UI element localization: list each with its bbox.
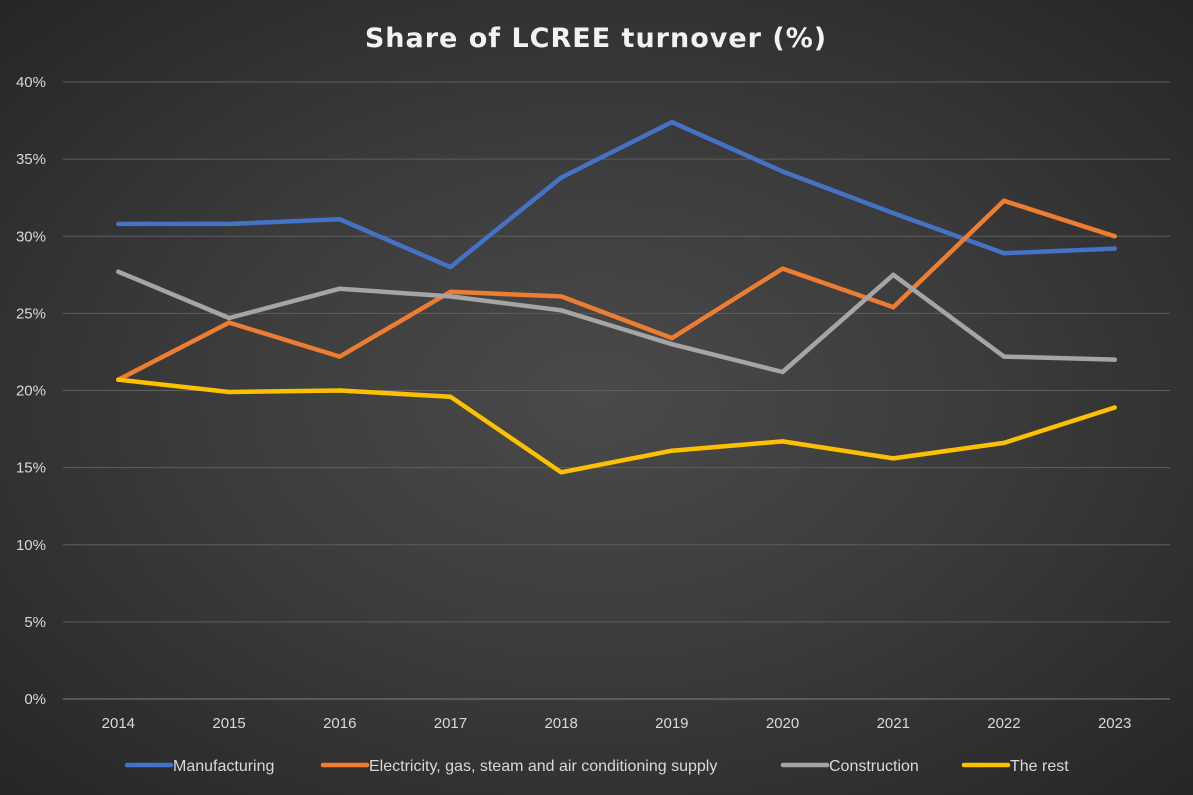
data-point xyxy=(891,272,896,278)
y-tick-label: 20% xyxy=(16,383,46,400)
series-line xyxy=(116,377,1117,475)
data-point xyxy=(337,354,342,359)
data-point xyxy=(1001,198,1007,203)
data-point xyxy=(337,388,342,393)
x-tick-label: 2018 xyxy=(544,715,577,732)
data-point xyxy=(669,448,675,453)
data-point xyxy=(448,394,453,399)
x-tick-label: 2017 xyxy=(434,715,467,732)
data-point xyxy=(780,169,785,174)
data-point xyxy=(1001,251,1007,256)
data-point xyxy=(891,210,896,216)
y-axis: 0% 5% 10% 15% 20% 25% 30% 35% 40% xyxy=(16,74,46,708)
y-tick-label: 25% xyxy=(16,305,46,322)
data-point xyxy=(1001,354,1007,359)
data-point xyxy=(448,264,453,270)
series-lines xyxy=(116,119,1117,475)
data-point xyxy=(226,389,232,395)
data-point xyxy=(116,377,121,382)
x-tick-label: 2019 xyxy=(655,715,688,732)
data-point xyxy=(780,266,785,271)
data-point xyxy=(1112,246,1117,251)
data-point xyxy=(448,289,453,294)
data-point xyxy=(1112,234,1117,239)
y-tick-label: 40% xyxy=(16,74,46,91)
x-axis: 2014 2015 2016 2017 2018 2019 2020 2021 2022 2023 xyxy=(102,715,1132,732)
data-point xyxy=(337,217,342,222)
data-point xyxy=(669,342,675,347)
legend-label: Manufacturing xyxy=(173,758,274,775)
chart-title: Share of LCREE turnover (%) xyxy=(365,23,827,54)
data-point xyxy=(558,175,564,180)
x-tick-label: 2016 xyxy=(323,715,356,732)
legend: Manufacturing Electricity, gas, steam and… xyxy=(124,758,1069,775)
x-tick-label: 2015 xyxy=(212,715,245,732)
y-tick-label: 35% xyxy=(16,151,46,168)
data-point xyxy=(448,294,453,299)
data-point xyxy=(780,369,785,375)
y-tick-label: 30% xyxy=(16,228,46,245)
data-point xyxy=(558,470,564,475)
legend-label: Construction xyxy=(829,758,919,775)
data-point xyxy=(226,320,232,325)
data-point xyxy=(891,456,896,461)
data-point xyxy=(226,315,232,321)
x-tick-label: 2014 xyxy=(102,715,135,732)
data-point xyxy=(116,269,121,274)
data-point xyxy=(1112,357,1117,362)
data-point xyxy=(337,286,342,291)
data-point xyxy=(558,294,564,299)
y-tick-label: 0% xyxy=(24,691,46,708)
data-point xyxy=(226,221,232,227)
data-point xyxy=(1112,405,1117,410)
x-tick-label: 2020 xyxy=(766,715,799,732)
y-tick-label: 5% xyxy=(24,614,46,631)
data-point xyxy=(1001,440,1007,446)
data-point xyxy=(558,308,564,313)
x-tick-label: 2021 xyxy=(877,715,910,732)
x-tick-label: 2023 xyxy=(1098,715,1131,732)
data-point xyxy=(780,439,785,444)
series-line xyxy=(116,198,1117,382)
data-point xyxy=(669,119,675,125)
data-point xyxy=(116,221,121,227)
legend-label: The rest xyxy=(1010,758,1069,775)
legend-label: Electricity, gas, steam and air conditio… xyxy=(369,758,717,775)
x-tick-label: 2022 xyxy=(987,715,1020,732)
y-tick-label: 15% xyxy=(16,460,46,477)
series-line xyxy=(116,119,1117,270)
data-point xyxy=(891,305,896,310)
series-line xyxy=(116,269,1117,375)
data-point xyxy=(669,335,675,341)
y-tick-label: 10% xyxy=(16,537,46,554)
